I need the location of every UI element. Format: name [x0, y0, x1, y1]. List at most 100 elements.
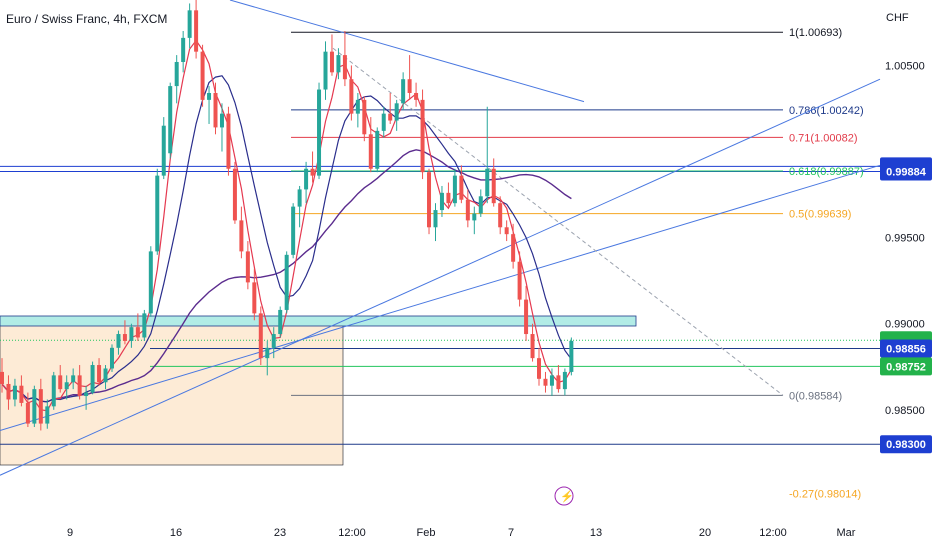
- fib-label-0: 1(1.00693): [789, 27, 842, 39]
- candle-body: [349, 79, 354, 114]
- candle-body: [549, 375, 554, 386]
- candle-body: [200, 51, 205, 100]
- y-tick-label: 0.99500: [885, 233, 925, 245]
- x-tick-label: 20: [699, 527, 711, 539]
- candle-body: [271, 334, 276, 348]
- fib-label-2: 0.71(1.00082): [789, 132, 858, 144]
- candle-body: [433, 210, 438, 228]
- candle-body: [569, 340, 574, 372]
- y-tick-label: 0.99000: [885, 319, 925, 331]
- dashed-projection: [332, 47, 784, 396]
- candle-body: [142, 313, 147, 338]
- event-marker: [554, 486, 574, 506]
- candle-body: [129, 327, 134, 341]
- candle-body: [452, 175, 457, 204]
- trendline-long: [0, 78, 881, 476]
- candle-body: [122, 334, 127, 341]
- candle-body: [213, 92, 218, 128]
- candle-body: [297, 189, 302, 207]
- x-tick-label: 13: [590, 527, 602, 539]
- candle-body: [284, 254, 289, 310]
- candle-body: [77, 375, 82, 397]
- candle-body: [472, 213, 477, 221]
- candle-body: [168, 86, 173, 154]
- price-tag-text: 0.98856: [886, 344, 926, 356]
- price-tag: [880, 339, 932, 358]
- fib-label-5: 0(0.98584): [789, 390, 842, 402]
- candle-body: [148, 251, 153, 314]
- candle-body: [478, 196, 483, 214]
- currency-label: CHF: [886, 12, 909, 24]
- candle-body: [258, 313, 263, 359]
- candle-body: [381, 113, 386, 131]
- candle-body: [45, 406, 50, 424]
- candle-body: [51, 375, 56, 407]
- x-tick-label: Mar: [837, 527, 856, 539]
- candle-body: [109, 347, 114, 369]
- candle-body: [407, 79, 412, 93]
- candle-body: [530, 334, 535, 359]
- fib-label-3: 0.618(0.99887): [789, 166, 864, 178]
- x-tick-label: Feb: [417, 527, 436, 539]
- candle-body: [116, 334, 121, 348]
- candle-body: [491, 168, 496, 204]
- range-box: [0, 321, 344, 466]
- fib-label-6: -0.27(0.98014): [789, 488, 861, 500]
- price-tag: [880, 162, 932, 181]
- candle-body: [355, 99, 360, 114]
- price-tag: [880, 435, 932, 454]
- candle-body: [265, 347, 270, 359]
- candle-body: [446, 192, 451, 204]
- candle-body: [485, 168, 490, 197]
- candle-body: [97, 365, 102, 383]
- fib-label-1: 0.786(1.00242): [789, 105, 864, 117]
- candle-body: [414, 92, 419, 100]
- candle-body: [232, 168, 237, 221]
- candle-body: [439, 192, 444, 211]
- candle-body: [278, 309, 283, 335]
- candle-body: [465, 199, 470, 221]
- candle-body: [219, 113, 224, 128]
- x-tick-label: 16: [170, 527, 182, 539]
- candle-body: [511, 234, 516, 262]
- candle-body: [420, 99, 425, 173]
- x-tick-label: 23: [274, 527, 286, 539]
- candle-body: [291, 206, 296, 255]
- candle-body: [368, 134, 373, 169]
- candle-body: [194, 10, 199, 52]
- candle-body: [187, 10, 192, 38]
- candle-body: [252, 282, 257, 314]
- candle-body: [517, 261, 522, 300]
- price-tag-text: 0.98752: [886, 361, 926, 373]
- y-tick-label: 0.98500: [885, 405, 925, 417]
- fib-label-4: 0.5(0.99639): [789, 209, 851, 221]
- candle-body: [317, 89, 322, 176]
- candle-body: [207, 92, 212, 100]
- candle-body: [64, 382, 69, 390]
- candle-body: [543, 378, 548, 386]
- candle-body: [161, 125, 166, 176]
- candle-body: [310, 168, 315, 176]
- candle-body: [58, 375, 63, 390]
- candle-body: [427, 172, 432, 228]
- trendline-lower: [0, 164, 881, 431]
- candle-body: [135, 327, 140, 338]
- candle-body: [362, 99, 367, 135]
- candle-body: [181, 37, 186, 62]
- candle-body: [394, 103, 399, 121]
- candle-body: [498, 203, 503, 228]
- price-tag: [880, 357, 932, 376]
- candle-body: [19, 385, 24, 403]
- candle-body: [336, 55, 341, 73]
- candle-body: [388, 113, 393, 121]
- x-tick-label: 7: [508, 527, 514, 539]
- candle-body: [401, 79, 406, 104]
- x-tick-label: 12:00: [759, 527, 787, 539]
- candle-body: [174, 61, 179, 87]
- y-tick-label: 1.00500: [885, 60, 925, 72]
- candle-body: [38, 389, 43, 424]
- candle-body: [329, 51, 334, 73]
- candle-body: [25, 402, 30, 424]
- candle-body: [6, 383, 11, 400]
